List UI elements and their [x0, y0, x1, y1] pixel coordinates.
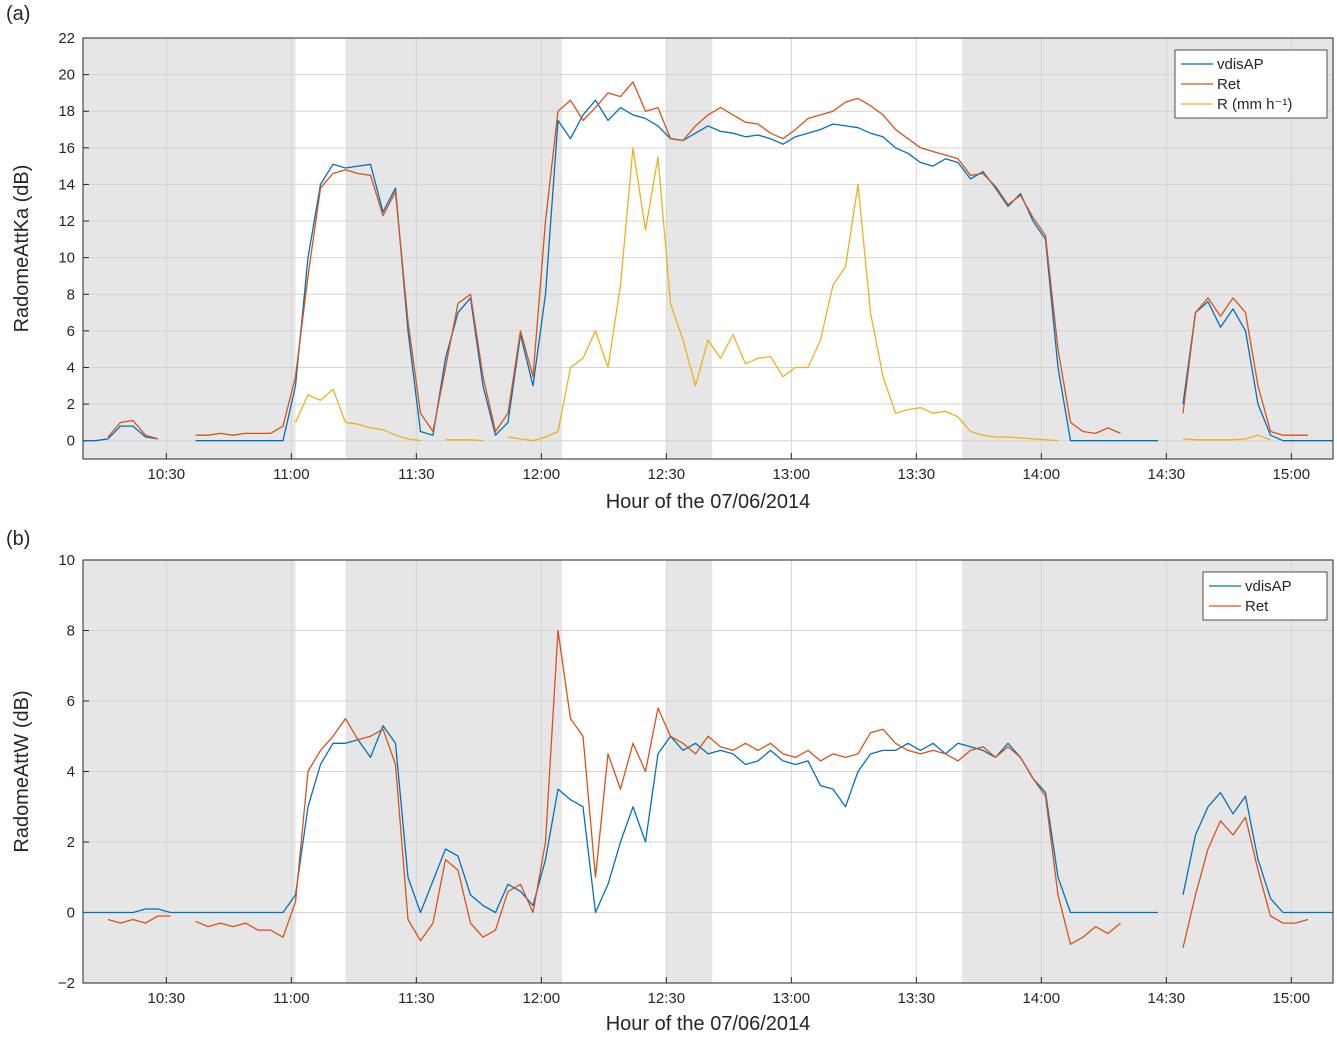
series-line — [107, 629, 1309, 948]
axes-box — [82, 559, 1334, 984]
x-axis-label: Hour of the 07/06/2014 — [606, 491, 811, 513]
panel-label: (b) — [6, 528, 30, 550]
shaded-interval — [83, 38, 296, 459]
y-tick-label: 14 — [58, 176, 75, 193]
x-tick-label: 11:30 — [398, 466, 434, 483]
x-tick-label: 13:00 — [773, 466, 811, 483]
x-tick-label: 15:00 — [1273, 466, 1311, 483]
series-line — [83, 725, 1333, 914]
x-tick-label: 14:30 — [1148, 990, 1186, 1007]
y-tick-label: 20 — [58, 67, 75, 84]
y-tick-label: 6 — [67, 693, 75, 710]
y-tick-label: 8 — [67, 623, 75, 640]
x-tick-label: 10:30 — [148, 466, 186, 483]
x-tick-label: 12:00 — [523, 466, 561, 483]
axes-box — [82, 37, 1334, 460]
series-line — [107, 81, 1308, 440]
y-tick-label: 0 — [67, 433, 75, 450]
x-tick-label: 14:00 — [1023, 990, 1061, 1007]
y-tick-label: 4 — [67, 359, 75, 376]
x-tick-label: 12:00 — [523, 990, 561, 1007]
y-axis-label: RadomeAttKa (dB) — [11, 165, 33, 333]
y-tick-label: −2 — [58, 975, 75, 992]
x-tick-label: 13:30 — [898, 466, 936, 483]
legend-label: Ret — [1245, 598, 1269, 615]
x-tick-label: 10:30 — [148, 990, 186, 1007]
plot-panel: 10:30 11:00 11:30 12:00 12:30 13:00 13:30 14:00… — [6, 3, 1334, 513]
legend-label: Ret — [1217, 76, 1241, 93]
panel-label: (a) — [6, 3, 30, 25]
y-tick-label: 18 — [58, 103, 75, 120]
y-tick-label: 10 — [58, 552, 75, 569]
y-tick-label: 6 — [67, 323, 75, 340]
y-tick-label: 12 — [58, 213, 75, 230]
legend-label: vdisAP — [1217, 56, 1264, 73]
legend-box — [1202, 571, 1328, 621]
shaded-interval — [345, 38, 563, 459]
x-tick-label: 13:00 — [773, 990, 811, 1007]
y-tick-label: 4 — [67, 764, 75, 781]
y-tick-label: 2 — [67, 834, 75, 851]
y-tick-label: 0 — [67, 905, 75, 922]
series-line — [294, 147, 1271, 442]
y-tick-label: 10 — [58, 250, 75, 267]
x-tick-label: 11:00 — [273, 466, 309, 483]
legend-label: R (mm h⁻¹) — [1217, 96, 1292, 113]
y-axis-label: RadomeAttW (dB) — [11, 690, 33, 852]
y-tick-label: 2 — [67, 396, 75, 413]
x-tick-label: 11:30 — [398, 990, 434, 1007]
y-tick-label: 22 — [58, 30, 75, 47]
x-tick-label: 12:30 — [648, 466, 686, 483]
plot-panel: 10:30 11:00 11:30 12:00 12:30 13:00 13:30 14:00… — [6, 528, 1334, 1035]
y-tick-label: 8 — [67, 286, 75, 303]
x-tick-label: 12:30 — [648, 990, 686, 1007]
x-tick-label: 15:00 — [1273, 990, 1311, 1007]
y-tick-label: 16 — [58, 140, 75, 157]
shaded-interval — [666, 38, 713, 459]
x-tick-label: 13:30 — [898, 990, 936, 1007]
legend-label: vdisAP — [1245, 578, 1292, 595]
x-axis-label: Hour of the 07/06/2014 — [606, 1013, 811, 1035]
x-tick-label: 11:00 — [273, 990, 309, 1007]
x-tick-label: 14:00 — [1023, 466, 1061, 483]
x-tick-label: 14:30 — [1148, 466, 1186, 483]
